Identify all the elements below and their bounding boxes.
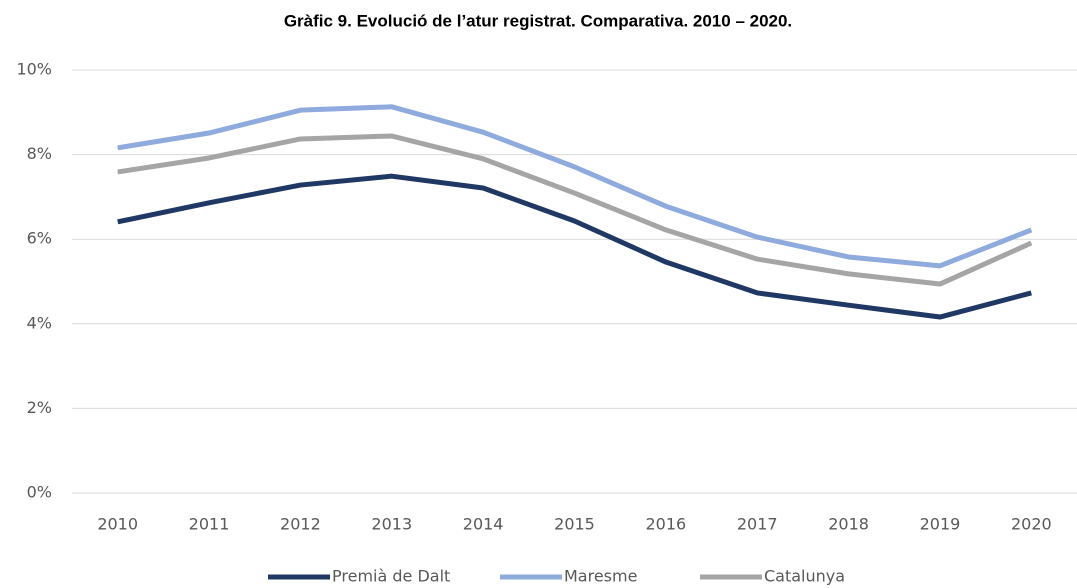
y-tick-label: 0%	[27, 483, 52, 502]
x-tick-label: 2014	[463, 515, 504, 534]
y-tick-label: 6%	[27, 229, 52, 248]
series-line	[117, 104, 1033, 269]
legend-label: Maresme	[564, 567, 637, 586]
x-tick-label: 2020	[1011, 515, 1052, 534]
series-line	[117, 133, 1033, 287]
x-tick-label: 2012	[280, 515, 321, 534]
x-tick-label: 2017	[737, 515, 778, 534]
y-tick-label: 2%	[27, 398, 52, 417]
x-tick-label: 2016	[646, 515, 687, 534]
y-tick-label: 10%	[16, 60, 52, 79]
y-tick-label: 4%	[27, 313, 52, 332]
chart-title: Gràfic 9. Evolució de l’atur registrat. …	[284, 11, 792, 30]
legend-label: Catalunya	[764, 567, 845, 586]
series-line	[117, 173, 1032, 320]
x-tick-label: 2010	[97, 515, 138, 534]
x-tick-label: 2011	[189, 515, 230, 534]
legend-label: Premià de Dalt	[332, 567, 450, 586]
x-tick-label: 2015	[554, 515, 595, 534]
x-tick-label: 2013	[371, 515, 412, 534]
x-tick-label: 2019	[920, 515, 961, 534]
x-tick-label: 2018	[828, 515, 869, 534]
y-tick-label: 8%	[27, 144, 52, 163]
